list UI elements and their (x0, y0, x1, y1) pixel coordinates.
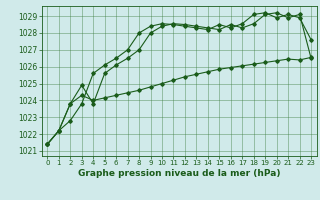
X-axis label: Graphe pression niveau de la mer (hPa): Graphe pression niveau de la mer (hPa) (78, 169, 280, 178)
